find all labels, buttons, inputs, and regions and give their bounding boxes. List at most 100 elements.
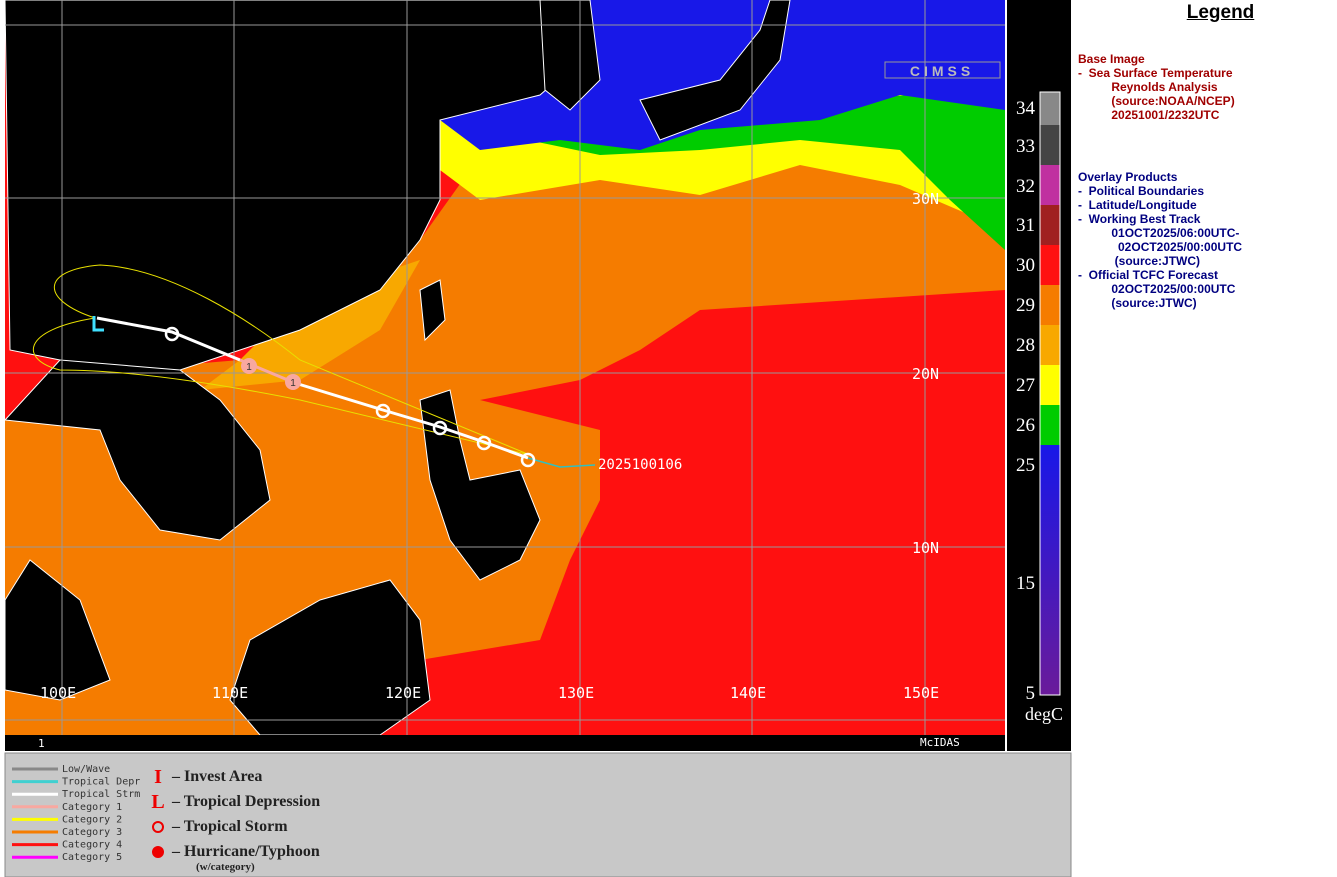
key-symbol: L xyxy=(151,791,164,813)
overlay-heading: Overlay Products xyxy=(1078,170,1178,184)
key-panel xyxy=(4,752,1072,877)
japan xyxy=(639,0,791,141)
lon-label: 100E xyxy=(40,684,76,702)
colorbar-bin xyxy=(1040,325,1060,365)
colorbar-cold xyxy=(1040,445,1060,695)
base-heading: Base Image xyxy=(1078,52,1145,66)
key-symbol xyxy=(152,846,164,858)
legend-line: 02OCT2025/00:00UTC xyxy=(1078,240,1243,254)
lon-label: 130E xyxy=(558,684,594,702)
ts-symbol xyxy=(476,435,492,451)
colorbar-tick: 34 xyxy=(1016,98,1036,119)
legend-line: (source:NOAA/NCEP) xyxy=(1078,94,1235,108)
colorbar-tick: 32 xyxy=(1016,176,1035,197)
colorbar-tick: 27 xyxy=(1016,375,1035,396)
colorbar-tick: 31 xyxy=(1016,215,1035,236)
legend-line: - Political Boundaries xyxy=(1078,184,1205,198)
colorbar-frame xyxy=(1039,91,1061,696)
legend-line: - Official TCFC Forecast xyxy=(1078,268,1219,282)
ts-symbol xyxy=(520,452,536,468)
lon-label: 110E xyxy=(212,684,248,702)
colorbar-tick: 26 xyxy=(1016,415,1035,436)
colorbar-bin xyxy=(1040,245,1060,285)
key-track: Low/Wave xyxy=(62,764,110,775)
base-lines: - Sea Surface Temperature Reynolds Analy… xyxy=(1078,66,1333,122)
track-category: 1 xyxy=(246,362,252,373)
colorbar-tick: 29 xyxy=(1016,295,1035,316)
colorbar-tick: 5 xyxy=(1026,683,1036,704)
legend-line: 20251001/2232UTC xyxy=(1078,108,1220,122)
cat1-symbol xyxy=(241,358,257,374)
legend-line: - Latitude/Longitude xyxy=(1078,198,1197,212)
key-track: Category 4 xyxy=(62,840,122,851)
malay xyxy=(4,559,111,701)
indochina xyxy=(3,359,271,541)
legend-line: (source:JTWC) xyxy=(1078,254,1201,268)
colorbar-bin xyxy=(1040,285,1060,325)
legend-line: Reynolds Analysis xyxy=(1078,80,1218,94)
lon-label: 120E xyxy=(385,684,421,702)
legend-line: (source:JTWC) xyxy=(1078,296,1197,310)
legend-line: 01OCT2025/06:00UTC- xyxy=(1078,226,1240,240)
colorbar-tick: 25 xyxy=(1016,455,1035,476)
storm-label: 2025100106 xyxy=(598,457,682,473)
track-category: 1 xyxy=(290,378,296,389)
footer-strip xyxy=(5,735,1005,751)
colorbar-bin xyxy=(1040,205,1060,245)
track-ts xyxy=(294,381,529,460)
legend-line: - Working Best Track xyxy=(1078,212,1201,226)
key-track: Tropical Strm xyxy=(62,789,140,800)
sst-orange xyxy=(5,120,1005,735)
colorbar-tick: 15 xyxy=(1016,573,1035,594)
ts-symbol xyxy=(164,326,180,342)
footer-right: McIDAS xyxy=(920,736,960,749)
colorbar-tick: 30 xyxy=(1016,255,1035,276)
lon-label: 150E xyxy=(903,684,939,702)
footer-left: 1 xyxy=(38,737,45,750)
ts-symbol xyxy=(375,403,391,419)
key-note: (w/category) xyxy=(196,861,255,873)
key-track: Category 1 xyxy=(62,802,122,813)
logo: CIMSS xyxy=(910,63,974,79)
colorbar-bin xyxy=(1040,125,1060,165)
key-symbol xyxy=(152,821,164,833)
colorbar-bin xyxy=(1040,92,1060,125)
colorbar-bin xyxy=(1040,405,1060,445)
track-td xyxy=(527,457,596,468)
key-label: – Tropical Depression xyxy=(171,793,320,810)
key-track: Tropical Depr xyxy=(62,777,140,788)
legend-panel: Legend Base Image - Sea Surface Temperat… xyxy=(1078,0,1333,310)
lat-label: 10N xyxy=(912,539,939,557)
korea xyxy=(539,0,601,111)
key-track: Category 3 xyxy=(62,827,122,838)
legend-line: - Sea Surface Temperature xyxy=(1078,66,1233,80)
key-label: – Invest Area xyxy=(171,768,262,785)
philippines xyxy=(419,389,541,581)
land xyxy=(3,0,791,736)
storm-track xyxy=(92,316,596,468)
ts-symbol xyxy=(432,420,448,436)
track-ts xyxy=(96,316,241,362)
taiwan xyxy=(419,279,446,342)
colorbar-bin xyxy=(1040,365,1060,405)
overlay-lines: - Political Boundaries - Latitude/Longitu… xyxy=(1078,184,1333,310)
legend-title: Legend xyxy=(1186,2,1255,23)
key-label: – Tropical Storm xyxy=(171,818,288,835)
td-symbol xyxy=(92,316,104,332)
key-symbol: I xyxy=(154,766,162,788)
colorbar-bin xyxy=(1040,165,1060,205)
key-track: Category 2 xyxy=(62,814,122,825)
ts-symbols xyxy=(164,326,536,468)
legend-line: 02OCT2025/00:00UTC xyxy=(1078,282,1236,296)
borneo xyxy=(229,579,431,736)
lon-label: 140E xyxy=(730,684,766,702)
lat-label: 30N xyxy=(912,190,939,208)
logo-box xyxy=(884,61,1001,79)
key-track: Category 5 xyxy=(62,852,122,863)
graticule xyxy=(5,0,1005,735)
colorbar-unit: degC xyxy=(1025,704,1063,724)
key-label: – Hurricane/Typhoon xyxy=(171,843,320,860)
